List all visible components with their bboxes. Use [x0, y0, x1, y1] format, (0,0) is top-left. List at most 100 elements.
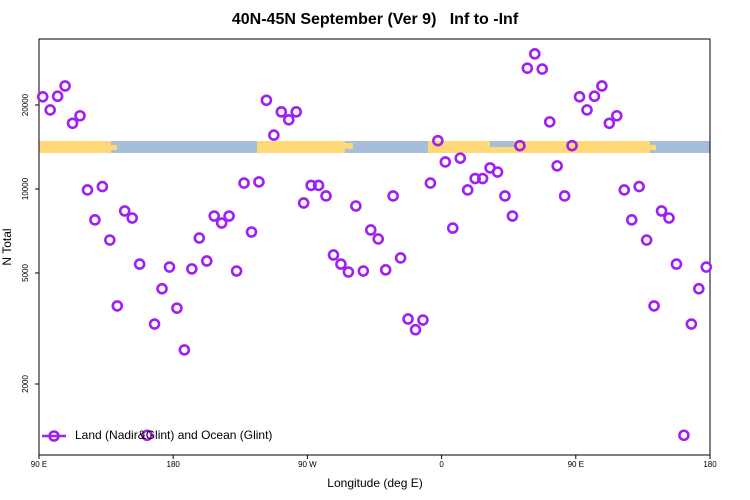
x-axis-label: Longitude (deg E): [327, 476, 422, 490]
data-point: [81, 184, 94, 196]
data-point: [357, 265, 370, 277]
data-point: [44, 104, 56, 116]
data-point: [141, 429, 153, 442]
data-point: [685, 318, 698, 330]
y-tick-label: 2000: [21, 375, 30, 393]
data-point: [327, 249, 340, 261]
data-point: [372, 233, 385, 245]
data-point: [193, 232, 206, 244]
data-point: [163, 261, 176, 273]
data-point: [543, 116, 556, 128]
data-point: [446, 222, 459, 234]
data-point: [200, 255, 213, 267]
legend-label: Land (Nadir&Glint) and Ocean (Glint): [75, 428, 272, 442]
data-point: [320, 190, 332, 202]
data-point: [305, 179, 317, 192]
y-axis-label: N Total: [0, 228, 14, 265]
x-tick-label: 90 E: [568, 460, 584, 469]
x-tick-label: 180: [703, 460, 717, 469]
data-point: [230, 265, 243, 277]
data-point: [588, 90, 601, 103]
data-point: [521, 62, 534, 74]
data-point: [104, 234, 116, 246]
data-point: [51, 90, 64, 103]
data-point: [245, 226, 258, 238]
data-point: [648, 300, 660, 312]
data-point: [96, 180, 109, 193]
data-point: [417, 314, 429, 326]
data-point: [528, 48, 541, 60]
y-tick-label: 5000: [21, 264, 30, 282]
plot-frame: [38, 38, 711, 456]
data-point: [275, 106, 288, 118]
data-point: [409, 323, 422, 336]
data-point: [693, 282, 705, 295]
data-point: [655, 205, 668, 217]
data-point: [208, 210, 221, 222]
data-point: [700, 261, 713, 273]
data-point: [118, 205, 131, 217]
data-point: [573, 90, 586, 103]
data-point: [596, 80, 608, 92]
data-point: [387, 190, 399, 202]
data-point: [335, 258, 347, 270]
data-point: [476, 172, 489, 185]
data-point: [566, 139, 578, 152]
y-tick-label: 10000: [21, 177, 30, 200]
x-tick-label: 180: [167, 460, 181, 469]
data-point: [625, 214, 638, 226]
legend-marker: [48, 430, 60, 442]
data-point: [133, 258, 146, 270]
data-point: [469, 172, 481, 185]
data-point: [126, 212, 138, 224]
data-point: [454, 152, 467, 164]
data-point: [491, 166, 504, 178]
data-point: [663, 212, 675, 224]
data-point: [581, 104, 593, 116]
data-point: [514, 139, 526, 152]
data-point: [253, 176, 265, 188]
data-point: [640, 234, 653, 246]
data-point: [66, 117, 79, 130]
map-strip: [39, 141, 710, 153]
data-point: [111, 300, 124, 312]
data-point: [215, 217, 228, 229]
data-point: [402, 313, 414, 325]
y-tick-label: 20000: [21, 93, 30, 116]
data-point: [350, 200, 362, 212]
data-point: [59, 80, 71, 92]
x-tick-label: 90 E: [31, 460, 47, 469]
data-point: [89, 214, 101, 226]
data-point: [603, 117, 616, 130]
data-point: [558, 190, 571, 202]
data-point: [506, 210, 519, 222]
data-point: [536, 63, 549, 75]
data-point: [312, 179, 325, 192]
data-point: [171, 302, 183, 314]
data-point: [439, 156, 452, 168]
data-point: [238, 177, 250, 189]
data-point: [618, 184, 631, 196]
data-point: [633, 180, 645, 193]
data-point: [551, 160, 563, 172]
data-point: [290, 106, 303, 118]
data-point: [36, 90, 49, 103]
data-point: [678, 429, 690, 442]
data-point: [178, 344, 191, 356]
data-point: [342, 266, 355, 278]
data-point: [297, 197, 310, 209]
data-point: [611, 109, 623, 122]
data-point: [394, 252, 407, 264]
data-point: [461, 184, 474, 196]
x-tick-label: 90 W: [298, 460, 317, 469]
data-point: [432, 134, 444, 147]
data-point: [74, 109, 86, 122]
data-point: [186, 263, 198, 275]
data-point: [156, 282, 168, 295]
data-point: [282, 113, 295, 126]
chart-title: 40N-45N September (Ver 9) Inf to -Inf: [232, 11, 519, 28]
data-point: [670, 258, 683, 270]
data-point: [364, 224, 377, 236]
